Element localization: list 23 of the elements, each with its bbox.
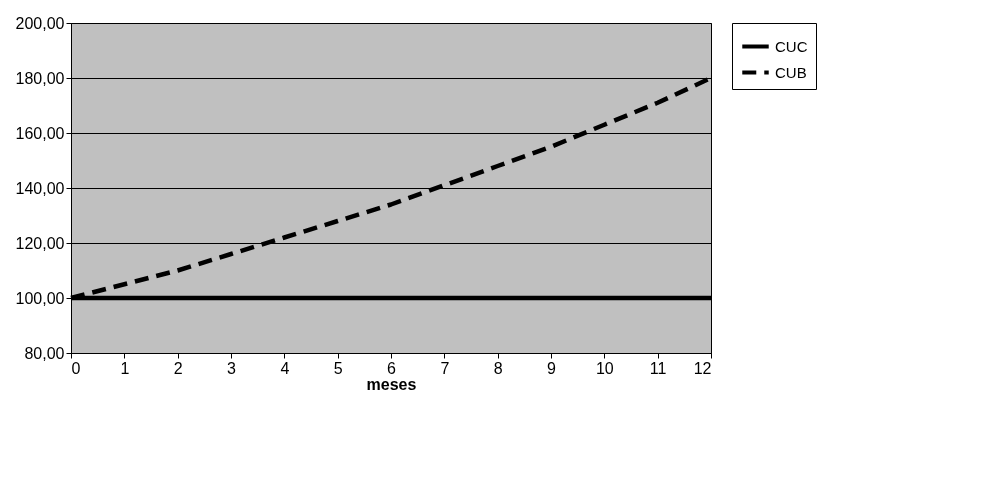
x-tick-label: 8 (493, 359, 503, 377)
x-tick-label: 6 (387, 359, 397, 377)
x-tick-label: 4 (280, 359, 290, 377)
x-tick-label: 0 (71, 359, 81, 377)
x-tick-label: 3 (227, 359, 237, 377)
y-tick-label: 80,00 (24, 344, 65, 362)
x-tick-label: 2 (173, 359, 183, 377)
legend-label: CUB (775, 63, 807, 81)
legend-label: CUC (775, 37, 808, 55)
x-tick-label: 5 (333, 359, 343, 377)
y-tick-label: 200,00 (15, 14, 65, 32)
x-tick-label: 9 (547, 359, 557, 377)
x-tick-label: 11 (649, 359, 667, 377)
x-tick-label: 12 (693, 359, 712, 377)
x-tick-label: 10 (595, 359, 614, 377)
y-tick-label: 140,00 (15, 179, 65, 197)
y-tick-label: 120,00 (15, 234, 65, 252)
x-tick-label: 7 (440, 359, 450, 377)
x-axis-title: meses (366, 375, 417, 393)
y-tick-label: 180,00 (15, 69, 65, 87)
x-tick-label: 1 (120, 359, 130, 377)
y-tick-label: 160,00 (15, 124, 65, 142)
y-tick-label: 100,00 (15, 289, 65, 307)
